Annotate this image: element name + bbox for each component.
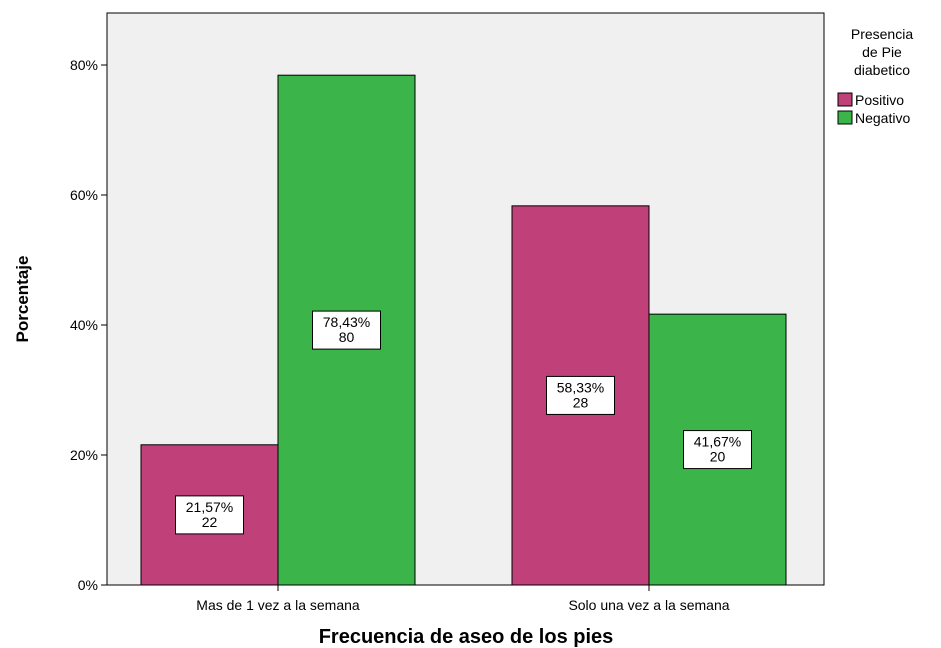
legend: Presencia de Pie diabetico Positivo Negativo	[837, 26, 913, 126]
x-axis-title: Frecuencia de aseo de los pies	[319, 626, 614, 648]
data-label-count: 80	[339, 329, 355, 345]
data-label-box	[683, 430, 752, 470]
x-tick-label: Solo una vez a la semana	[568, 597, 729, 613]
legend-swatch-positivo	[837, 92, 853, 107]
data-label-percent: 21,57%	[186, 499, 233, 515]
data-label-box	[175, 495, 244, 535]
data-label-percent: 78,43%	[323, 314, 370, 330]
legend-label-negativo: Negativo	[855, 110, 910, 126]
data-label-count: 28	[573, 394, 589, 410]
legend-swatch-negativo	[837, 110, 853, 125]
y-axis: 0% 20% 40% 60% 80%	[70, 57, 107, 593]
legend-title: diabetico	[854, 62, 910, 78]
data-label-percent: 41,67%	[694, 434, 741, 450]
data-label-count: 22	[202, 514, 218, 530]
y-tick-label: 0%	[78, 577, 98, 593]
data-label-box	[312, 310, 381, 350]
x-axis-categories: Mas de 1 vez a la semana Solo una vez a l…	[196, 585, 730, 613]
y-axis-title: Porcentaje	[13, 256, 32, 343]
legend-title: Presencia	[851, 26, 913, 42]
data-label-box	[546, 375, 615, 415]
data-label-percent: 58,33%	[557, 379, 604, 395]
x-tick-label: Mas de 1 vez a la semana	[196, 597, 360, 613]
legend-title: de Pie	[862, 44, 902, 60]
data-label-count: 20	[710, 449, 726, 465]
bars: 21,57%22 78,43%80 58,33%28 41,67%20	[140, 74, 787, 586]
y-tick-label: 60%	[70, 187, 98, 203]
y-tick-label: 80%	[70, 57, 98, 73]
legend-label-positivo: Positivo	[855, 92, 904, 108]
y-tick-label: 40%	[70, 317, 98, 333]
y-tick-label: 20%	[70, 447, 98, 463]
